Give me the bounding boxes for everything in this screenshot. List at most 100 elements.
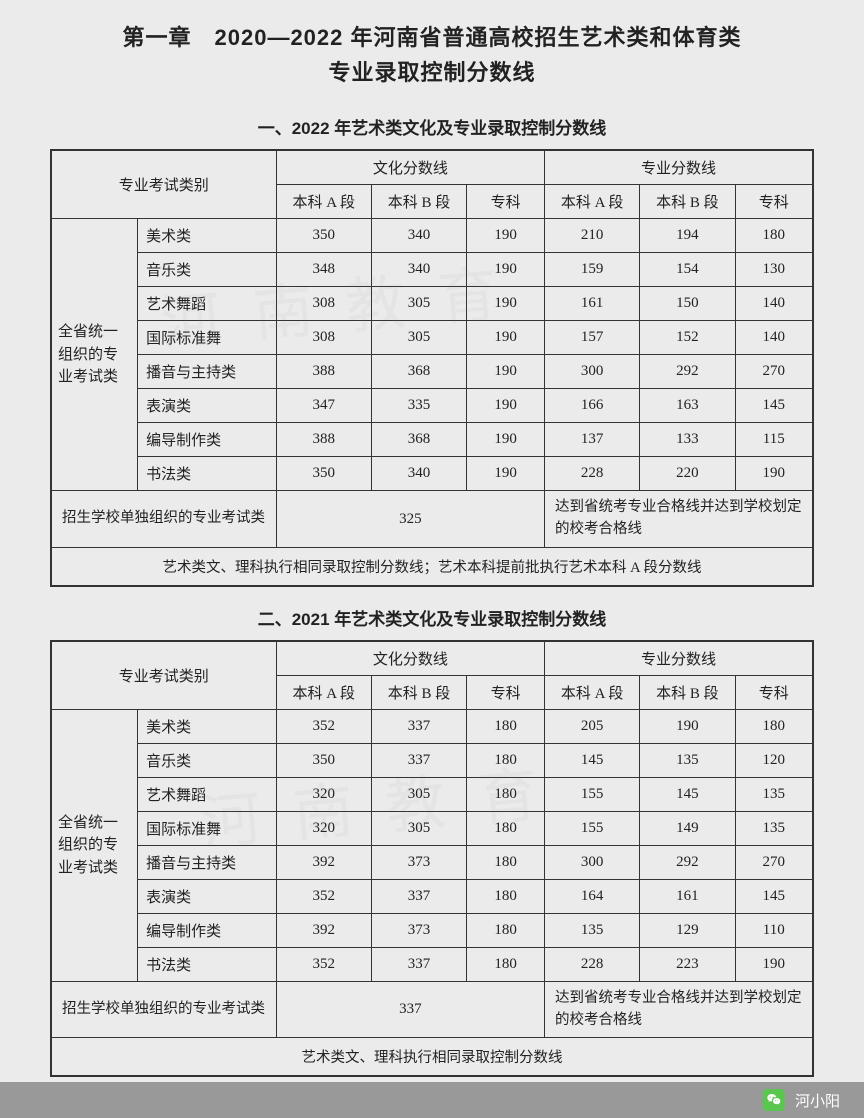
table-row: 音乐类348340190159154130 — [51, 253, 813, 287]
row-name: 音乐类 — [138, 743, 277, 777]
cell-value: 388 — [276, 423, 371, 457]
row-name: 国际标准舞 — [138, 321, 277, 355]
group-label: 全省统一组织的专业考试类 — [51, 219, 138, 491]
cell-value: 150 — [640, 287, 735, 321]
row-name: 编导制作类 — [138, 913, 277, 947]
cell-value: 140 — [735, 321, 813, 355]
cell-value: 180 — [467, 879, 545, 913]
table-row: 国际标准舞320305180155149135 — [51, 811, 813, 845]
table-row: 播音与主持类392373180300292270 — [51, 845, 813, 879]
cell-value: 120 — [735, 743, 813, 777]
header-subcol: 本科 A 段 — [276, 675, 371, 709]
cell-value: 337 — [371, 709, 466, 743]
cell-value: 228 — [545, 457, 640, 491]
cell-value: 161 — [640, 879, 735, 913]
header-subcol: 本科 B 段 — [371, 185, 466, 219]
cell-value: 163 — [640, 389, 735, 423]
row-name: 美术类 — [138, 709, 277, 743]
row-name: 美术类 — [138, 219, 277, 253]
cell-value: 292 — [640, 355, 735, 389]
cell-value: 130 — [735, 253, 813, 287]
table-footer-note: 艺术类文、理科执行相同录取控制分数线；艺术本科提前批执行艺术本科 A 段分数线 — [51, 547, 813, 586]
table-row: 书法类350340190228220190 — [51, 457, 813, 491]
cell-value: 305 — [371, 321, 466, 355]
cell-value: 159 — [545, 253, 640, 287]
cell-value: 392 — [276, 845, 371, 879]
cell-value: 190 — [467, 219, 545, 253]
cell-value: 180 — [467, 947, 545, 981]
header-subcol: 专科 — [467, 185, 545, 219]
cell-value: 180 — [467, 777, 545, 811]
cell-value: 140 — [735, 287, 813, 321]
school-row-label: 招生学校单独组织的专业考试类 — [51, 491, 276, 548]
cell-value: 190 — [735, 947, 813, 981]
group-label: 全省统一组织的专业考试类 — [51, 709, 138, 981]
cell-value: 373 — [371, 845, 466, 879]
school-row-label: 招生学校单独组织的专业考试类 — [51, 981, 276, 1038]
cell-value: 392 — [276, 913, 371, 947]
cell-value: 180 — [735, 709, 813, 743]
table-row: 表演类352337180164161145 — [51, 879, 813, 913]
header-subcol: 专科 — [467, 675, 545, 709]
cell-value: 190 — [467, 423, 545, 457]
cell-value: 228 — [545, 947, 640, 981]
header-subcol: 专科 — [735, 185, 813, 219]
table-row: 编导制作类388368190137133115 — [51, 423, 813, 457]
cell-value: 270 — [735, 845, 813, 879]
cell-value: 305 — [371, 287, 466, 321]
table-row: 音乐类350337180145135120 — [51, 743, 813, 777]
header-subcol: 本科 B 段 — [371, 675, 466, 709]
cell-value: 300 — [545, 845, 640, 879]
school-culture-value: 337 — [276, 981, 544, 1038]
score-table: 专业考试类别文化分数线专业分数线本科 A 段本科 B 段专科本科 A 段本科 B… — [50, 149, 814, 587]
cell-value: 190 — [735, 457, 813, 491]
cell-value: 368 — [371, 355, 466, 389]
source-footer: 河小阳 — [0, 1082, 864, 1118]
table-row: 全省统一组织的专业考试类美术类352337180205190180 — [51, 709, 813, 743]
header-subcol: 本科 A 段 — [276, 185, 371, 219]
cell-value: 308 — [276, 321, 371, 355]
header-exam-type: 专业考试类别 — [51, 150, 276, 219]
cell-value: 292 — [640, 845, 735, 879]
cell-value: 145 — [735, 389, 813, 423]
cell-value: 190 — [467, 355, 545, 389]
source-label: 河小阳 — [795, 1090, 840, 1111]
table-row: 表演类347335190166163145 — [51, 389, 813, 423]
cell-value: 155 — [545, 811, 640, 845]
cell-value: 350 — [276, 743, 371, 777]
cell-value: 164 — [545, 879, 640, 913]
row-name: 音乐类 — [138, 253, 277, 287]
cell-value: 135 — [735, 777, 813, 811]
cell-value: 190 — [467, 457, 545, 491]
chapter-title-line2: 专业录取控制分数线 — [50, 55, 814, 90]
cell-value: 220 — [640, 457, 735, 491]
cell-value: 180 — [467, 811, 545, 845]
cell-value: 190 — [640, 709, 735, 743]
cell-value: 155 — [545, 777, 640, 811]
cell-value: 300 — [545, 355, 640, 389]
row-name: 艺术舞蹈 — [138, 777, 277, 811]
cell-value: 190 — [467, 389, 545, 423]
cell-value: 110 — [735, 913, 813, 947]
cell-value: 135 — [640, 743, 735, 777]
header-subcol: 本科 A 段 — [545, 185, 640, 219]
cell-value: 149 — [640, 811, 735, 845]
row-name: 播音与主持类 — [138, 845, 277, 879]
cell-value: 115 — [735, 423, 813, 457]
cell-value: 340 — [371, 219, 466, 253]
cell-value: 337 — [371, 947, 466, 981]
cell-value: 135 — [545, 913, 640, 947]
cell-value: 145 — [735, 879, 813, 913]
cell-value: 180 — [735, 219, 813, 253]
header-major: 专业分数线 — [545, 641, 813, 676]
table-row: 书法类352337180228223190 — [51, 947, 813, 981]
cell-value: 352 — [276, 947, 371, 981]
cell-value: 352 — [276, 709, 371, 743]
row-name: 播音与主持类 — [138, 355, 277, 389]
cell-value: 320 — [276, 811, 371, 845]
cell-value: 350 — [276, 457, 371, 491]
cell-value: 205 — [545, 709, 640, 743]
cell-value: 305 — [371, 811, 466, 845]
cell-value: 133 — [640, 423, 735, 457]
table-row: 艺术舞蹈320305180155145135 — [51, 777, 813, 811]
